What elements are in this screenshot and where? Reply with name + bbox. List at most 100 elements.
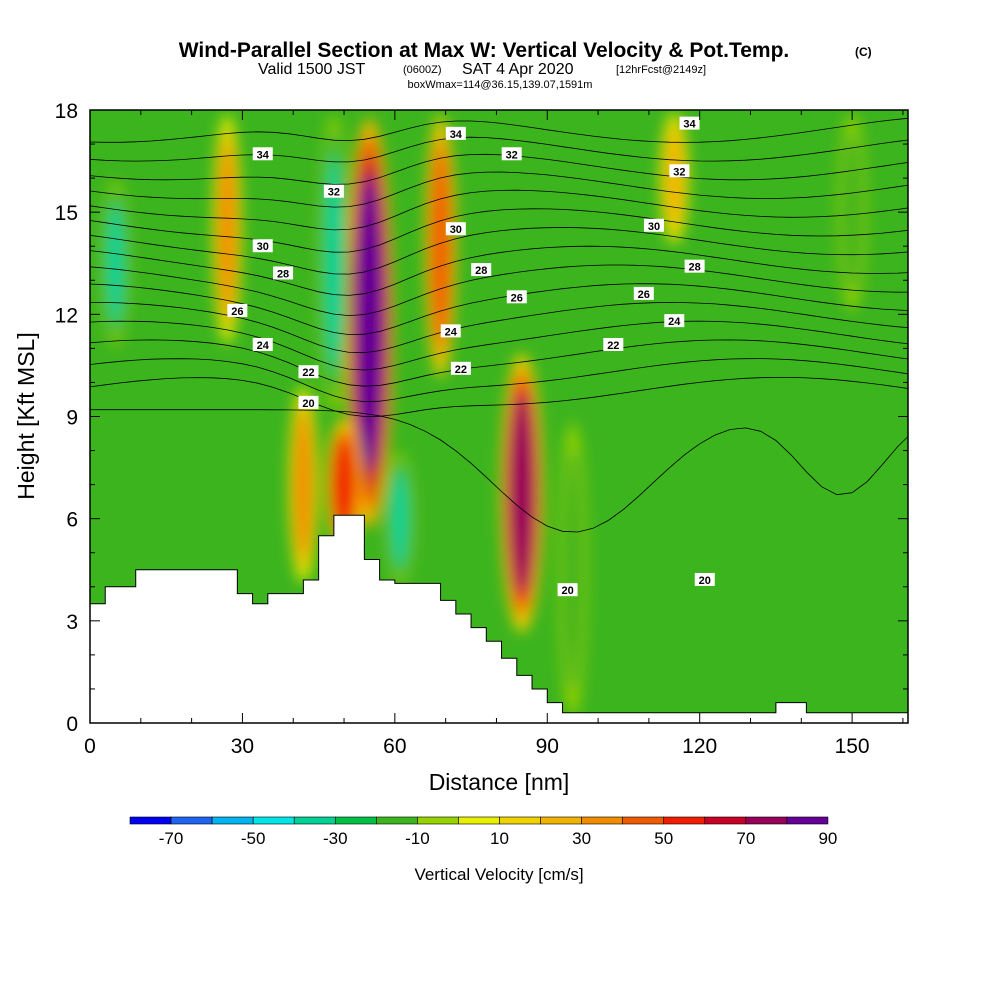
contour-label-text: 26 — [231, 306, 243, 318]
colorbar-tick-label-4: 10 — [490, 829, 509, 848]
isentrope-line-30 — [90, 208, 908, 253]
isentrope-line-27 — [90, 264, 908, 317]
colorbar-swatch-13 — [663, 816, 706, 825]
contour-label-bg — [557, 583, 578, 597]
contour-label-text: 32 — [673, 166, 685, 178]
velocity-feature-0-level-3 — [355, 173, 384, 472]
isentrope-line-34 — [90, 136, 908, 163]
colorbar-swatch-8 — [458, 816, 500, 825]
contour-label-0: 34 — [252, 147, 273, 161]
contour-label-text: 32 — [506, 149, 518, 161]
x-tick-label-1: 30 — [231, 735, 254, 758]
isentrope-line-31 — [90, 189, 908, 231]
colorbar-title: Vertical Velocity [cm/s] — [414, 865, 583, 884]
contour-label-22: 20 — [557, 583, 578, 597]
isentrope-contours — [90, 117, 908, 533]
contour-label-bg — [273, 266, 294, 280]
terrain-mask — [90, 514, 908, 723]
contour-label-text: 26 — [511, 292, 523, 304]
y-tick-label-1: 3 — [66, 611, 78, 634]
x-axis-title: Distance [nm] — [429, 769, 570, 795]
contour-label-text: 26 — [638, 289, 650, 301]
subtitle-valid-utc: (0600Z) — [403, 64, 442, 76]
contour-label-1: 32 — [323, 184, 344, 199]
x-tick-label-2: 60 — [383, 735, 406, 758]
contour-label-16: 32 — [669, 164, 690, 178]
contour-label-5: 24 — [252, 337, 273, 352]
colorbar-tick-label-8: 90 — [818, 829, 837, 848]
colorbar-swatch-11 — [581, 816, 623, 825]
contour-label-12: 26 — [506, 290, 527, 304]
isentrope-line-25 — [90, 301, 908, 354]
contour-label-11: 28 — [471, 263, 492, 277]
x-tick-label-0: 0 — [84, 735, 96, 758]
y-tick-label-4: 12 — [55, 304, 78, 327]
contour-label-bg — [669, 164, 690, 178]
contour-label-13: 24 — [440, 324, 461, 338]
y-tick-label-5: 15 — [55, 202, 78, 225]
velocity-feature-5-level-3 — [218, 145, 236, 313]
contour-label-7: 20 — [298, 395, 319, 410]
isentrope-line-20 — [90, 409, 908, 533]
colorbar-tick-label-0: -70 — [159, 829, 184, 848]
plot-area — [90, 110, 908, 723]
contour-label-bg — [445, 222, 466, 236]
isentrope-line-26 — [90, 283, 908, 336]
contour-label-bg — [694, 572, 715, 586]
contour-label-10: 30 — [445, 222, 466, 236]
colorbar-swatch-12 — [622, 816, 665, 825]
contour-label-8: 34 — [445, 126, 466, 141]
x-tick-label-3: 90 — [536, 735, 559, 758]
contour-label-text: 34 — [450, 129, 463, 141]
contour-label-text: 28 — [688, 262, 700, 274]
copyright-mark: (C) — [855, 45, 872, 59]
contour-label-text: 30 — [648, 221, 660, 233]
contour-label-18: 28 — [684, 259, 705, 274]
isentrope-line-29 — [90, 227, 908, 275]
contour-label-text: 24 — [668, 316, 681, 328]
contour-label-text: 20 — [302, 398, 314, 410]
contour-label-bg — [684, 259, 705, 273]
colorbar-swatch-15 — [745, 816, 788, 825]
colorbar-swatch-14 — [704, 816, 747, 825]
x-tick-label-5: 150 — [835, 735, 870, 758]
velocity-feature-6-level-3 — [665, 130, 683, 226]
contour-label-text: 24 — [445, 326, 458, 338]
contour-label-bg — [450, 361, 471, 375]
velocity-feature-10-level-3 — [564, 462, 582, 678]
colorbar-tick-label-1: -50 — [241, 829, 266, 848]
isentrope-line-23 — [90, 339, 908, 387]
contour-label-text: 34 — [257, 149, 270, 161]
contour-label-bg — [252, 337, 273, 351]
contour-label-bg — [227, 303, 248, 317]
contour-label-text: 22 — [607, 340, 619, 352]
colorbar: -70 -50 -30 -10 10 30 50 70 90 — [129, 816, 837, 848]
colorbar-swatch-1 — [170, 816, 213, 825]
subtitle-valid-prefix: Valid 1500 JST — [258, 61, 366, 78]
isentrope-line-32 — [90, 171, 908, 208]
subtitle-valid-date: SAT 4 Apr 2020 — [462, 61, 574, 78]
contour-label-21: 22 — [603, 337, 624, 352]
contour-label-2: 30 — [252, 239, 273, 253]
y-tick-label-6: 18 — [55, 100, 78, 123]
colorbar-tick-label-6: 50 — [654, 829, 673, 848]
isentrope-line-28 — [90, 245, 908, 296]
velocity-feature-4-level-3 — [294, 413, 312, 557]
isentrope-line-35 — [90, 117, 908, 143]
contour-label-text: 22 — [302, 367, 314, 379]
contour-label-bg — [633, 286, 654, 300]
contour-label-bg — [471, 263, 492, 277]
contour-label-bg — [643, 218, 664, 232]
y-axis-title: Height [Kft MSL] — [13, 332, 39, 499]
velocity-feature-2-level-3 — [509, 391, 535, 595]
y-tick-label-0: 0 — [66, 713, 78, 736]
contour-label-bg — [506, 290, 527, 304]
velocity-feature-7-level-3 — [324, 155, 343, 371]
contour-label-14: 22 — [450, 361, 471, 376]
colorbar-swatch-3 — [252, 816, 295, 825]
contour-label-bg — [445, 126, 466, 140]
contour-label-text: 20 — [699, 575, 711, 587]
contour-label-text: 22 — [455, 364, 467, 376]
contour-label-bg — [252, 239, 273, 253]
